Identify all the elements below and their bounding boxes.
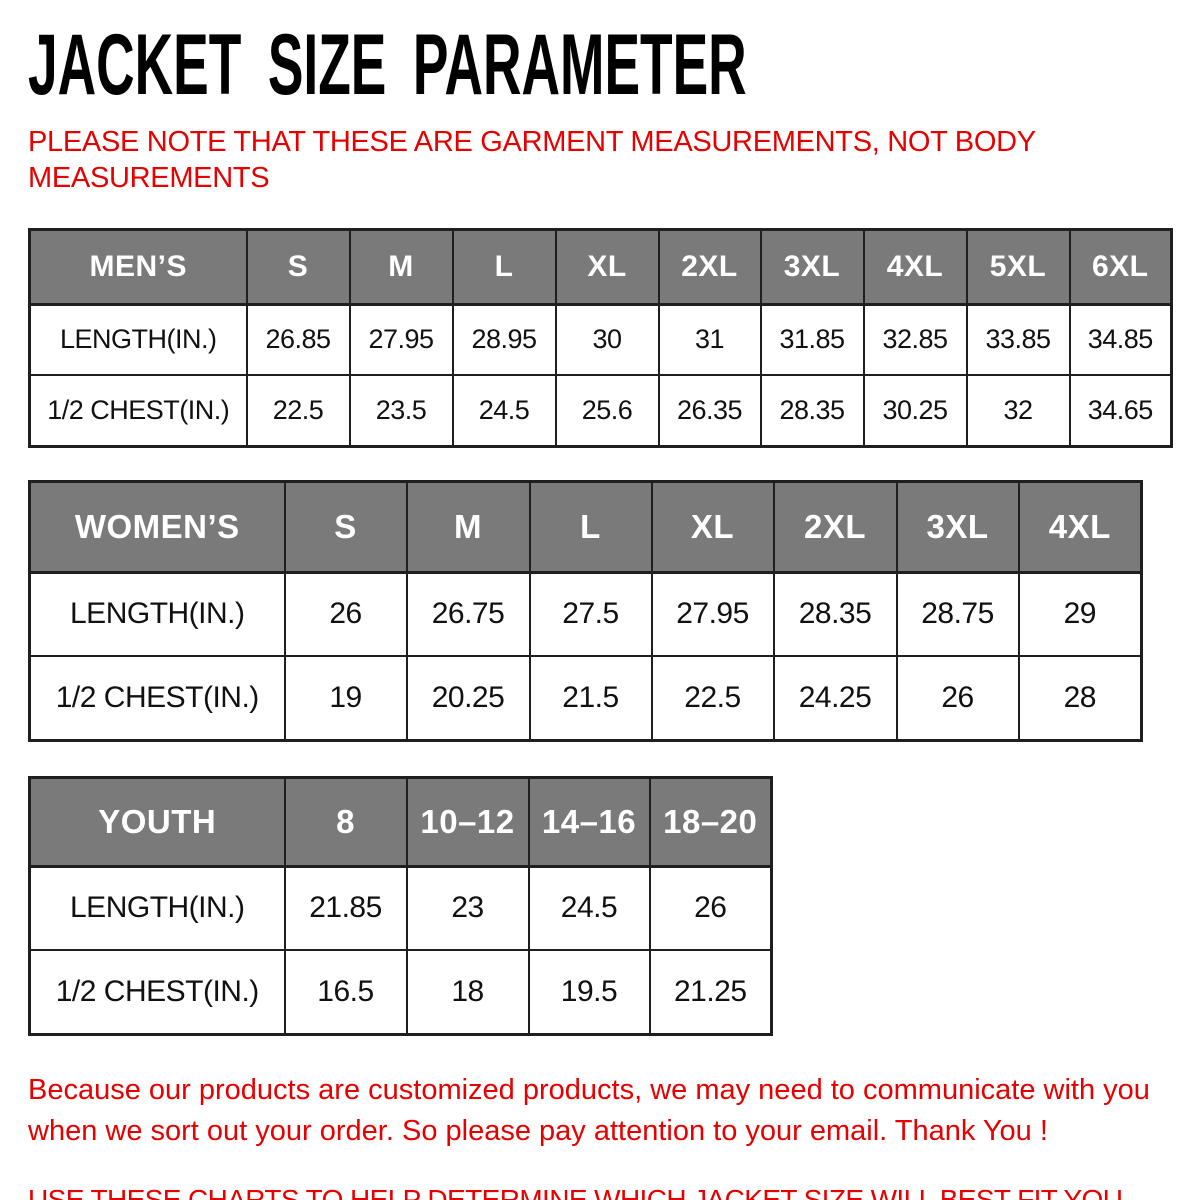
size-column-header: 5XL xyxy=(965,228,1071,306)
size-value-cell: 34.85 xyxy=(1068,303,1173,376)
customization-note-line-1: Because our products are customized prod… xyxy=(28,1073,1150,1106)
youth-table-title: YOUTH xyxy=(28,776,286,868)
size-column-header: 3XL xyxy=(895,480,1020,574)
womens-size-table: WOMEN’S S M L XL 2XL 3XL 4XL LENGTH(IN.)… xyxy=(28,479,1143,742)
mens-length-row: LENGTH(IN.) 26.85 27.95 28.95 30 31 31.8… xyxy=(28,303,1173,376)
size-value-cell: 33.85 xyxy=(965,303,1071,376)
size-value-cell: 32.85 xyxy=(862,303,968,376)
size-column-header: 3XL xyxy=(759,228,865,306)
womens-chest-row: 1/2 CHEST(IN.) 19 20.25 21.5 22.5 24.25 … xyxy=(28,655,1143,741)
size-column-header: 14–16 xyxy=(527,776,651,868)
youth-size-table: YOUTH 8 10–12 14–16 18–20 LENGTH(IN.) 21… xyxy=(28,775,773,1036)
size-value-cell: 34.65 xyxy=(1068,374,1173,447)
size-value-cell: 29 xyxy=(1017,571,1143,657)
mens-size-table: MEN’S S M L XL 2XL 3XL 4XL 5XL 6XL LENGT… xyxy=(28,227,1173,448)
size-value-cell: 19.5 xyxy=(527,949,651,1035)
mens-table-title: MEN’S xyxy=(28,228,248,306)
size-value-cell: 22.5 xyxy=(245,374,351,447)
size-column-header: 6XL xyxy=(1068,228,1173,306)
size-column-header: S xyxy=(245,228,351,306)
size-column-header: 2XL xyxy=(657,228,762,306)
size-value-cell: 18 xyxy=(405,949,530,1035)
customization-note-line-2: when we sort out your order. So please p… xyxy=(28,1114,1048,1147)
garment-measurement-note: PLEASE NOTE THAT THESE ARE GARMENT MEASU… xyxy=(28,124,1036,197)
size-value-cell: 19 xyxy=(283,655,408,741)
size-value-cell: 25.6 xyxy=(554,374,660,447)
row-label: 1/2 CHEST(IN.) xyxy=(28,949,286,1035)
size-value-cell: 22.5 xyxy=(650,655,775,741)
size-value-cell: 30 xyxy=(554,303,660,376)
youth-chest-row: 1/2 CHEST(IN.) 16.5 18 19.5 21.25 xyxy=(28,949,773,1035)
size-column-header: 2XL xyxy=(772,480,898,574)
chart-usage-note: USE THESE CHARTS TO HELP DETERMINE WHICH… xyxy=(28,1183,1130,1200)
size-value-cell: 26 xyxy=(648,865,773,951)
size-value-cell: 31.85 xyxy=(759,303,865,376)
size-column-header: L xyxy=(451,228,557,306)
size-value-cell: 28.75 xyxy=(895,571,1020,657)
row-label: LENGTH(IN.) xyxy=(28,865,286,951)
note-line-2: MEASUREMENTS xyxy=(28,162,270,195)
size-column-header: 4XL xyxy=(862,228,968,306)
size-value-cell: 28.95 xyxy=(451,303,557,376)
row-label: LENGTH(IN.) xyxy=(28,571,286,657)
size-column-header: 18–20 xyxy=(648,776,773,868)
size-value-cell: 24.5 xyxy=(451,374,557,447)
womens-header-row: WOMEN’S S M L XL 2XL 3XL 4XL xyxy=(28,480,1143,574)
row-label: 1/2 CHEST(IN.) xyxy=(28,655,286,741)
size-column-header: M xyxy=(348,228,454,306)
customization-note: Because our products are customized prod… xyxy=(28,1070,1172,1152)
womens-length-row: LENGTH(IN.) 26 26.75 27.5 27.95 28.35 28… xyxy=(28,571,1143,657)
mens-header-row: MEN’S S M L XL 2XL 3XL 4XL 5XL 6XL xyxy=(28,228,1173,306)
size-value-cell: 21.85 xyxy=(283,865,408,951)
youth-header-row: YOUTH 8 10–12 14–16 18–20 xyxy=(28,776,773,868)
youth-length-row: LENGTH(IN.) 21.85 23 24.5 26 xyxy=(28,865,773,951)
size-column-header: XL xyxy=(650,480,775,574)
size-value-cell: 26.85 xyxy=(245,303,351,376)
size-value-cell: 28 xyxy=(1017,655,1143,741)
size-column-header: XL xyxy=(554,228,660,306)
size-value-cell: 20.25 xyxy=(405,655,531,741)
size-value-cell: 23 xyxy=(405,865,530,951)
size-column-header: 10–12 xyxy=(405,776,530,868)
size-value-cell: 30.25 xyxy=(862,374,968,447)
size-value-cell: 31 xyxy=(657,303,762,376)
size-value-cell: 27.5 xyxy=(528,571,653,657)
size-value-cell: 27.95 xyxy=(348,303,454,376)
size-value-cell: 26.75 xyxy=(405,571,531,657)
note-line-1: PLEASE NOTE THAT THESE ARE GARMENT MEASU… xyxy=(28,126,1036,158)
size-value-cell: 26 xyxy=(283,571,408,657)
size-column-header: M xyxy=(405,480,531,574)
size-value-cell: 28.35 xyxy=(759,374,865,447)
size-column-header: S xyxy=(283,480,408,574)
size-column-header: 8 xyxy=(283,776,408,868)
size-value-cell: 16.5 xyxy=(283,949,408,1035)
size-column-header: 4XL xyxy=(1017,480,1143,574)
size-value-cell: 24.5 xyxy=(527,865,651,951)
size-value-cell: 32 xyxy=(965,374,1071,447)
row-label: LENGTH(IN.) xyxy=(28,303,248,376)
size-value-cell: 21.25 xyxy=(648,949,773,1035)
size-value-cell: 28.35 xyxy=(772,571,898,657)
page-title: JACKET SIZE PARAMETER xyxy=(28,17,747,113)
size-value-cell: 26.35 xyxy=(657,374,762,447)
size-column-header: L xyxy=(528,480,653,574)
size-value-cell: 26 xyxy=(895,655,1020,741)
row-label: 1/2 CHEST(IN.) xyxy=(28,374,248,447)
mens-chest-row: 1/2 CHEST(IN.) 22.5 23.5 24.5 25.6 26.35… xyxy=(28,374,1173,447)
size-value-cell: 24.25 xyxy=(772,655,898,741)
size-value-cell: 21.5 xyxy=(528,655,653,741)
size-value-cell: 27.95 xyxy=(650,571,775,657)
womens-table-title: WOMEN’S xyxy=(28,480,286,574)
size-value-cell: 23.5 xyxy=(348,374,454,447)
footer-notes: Because our products are customized prod… xyxy=(28,1070,1172,1200)
